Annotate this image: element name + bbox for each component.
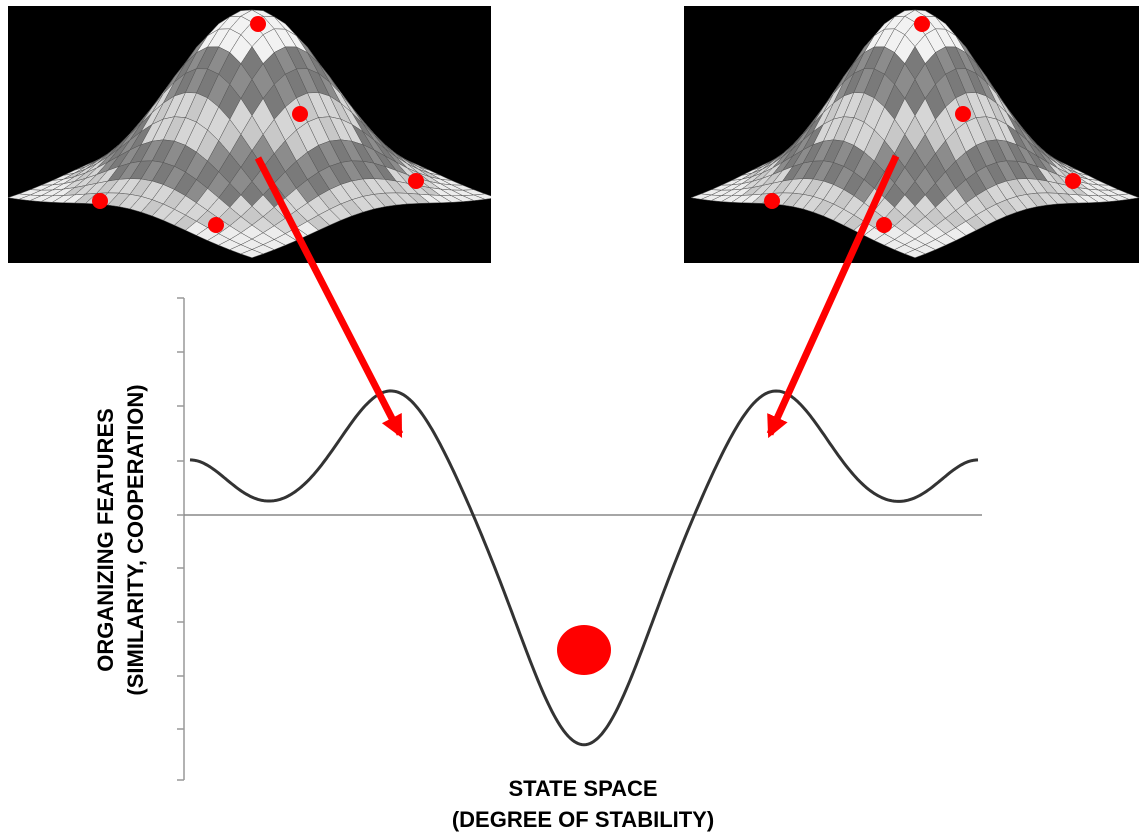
y-axis-label-line1: ORGANIZING FEATURES <box>93 408 118 672</box>
surface-ball <box>408 173 424 189</box>
x-axis-label-line1: STATE SPACE <box>508 776 657 801</box>
y-axis-ticks <box>177 298 184 780</box>
surface-ball <box>876 217 892 233</box>
surface-ball <box>208 217 224 233</box>
x-axis-label-line2: (DEGREE OF STABILITY) <box>452 807 714 832</box>
axes <box>177 298 982 780</box>
left-surface-inset <box>8 6 496 263</box>
y-axis-label: ORGANIZING FEATURES (SIMILARITY, COOPERA… <box>93 384 148 695</box>
right-surface-inset <box>684 6 1139 263</box>
surface-ball <box>292 106 308 122</box>
central-ball <box>557 625 611 675</box>
x-axis-label: STATE SPACE (DEGREE OF STABILITY) <box>452 776 714 832</box>
surface-ball <box>914 16 930 32</box>
surface-ball <box>764 193 780 209</box>
surface-ball <box>92 193 108 209</box>
landscape-curve <box>190 391 978 745</box>
surface-ball <box>250 16 266 32</box>
surface-ball <box>1065 173 1081 189</box>
surface-ball <box>955 106 971 122</box>
y-axis-label-line2: (SIMILARITY, COOPERATION) <box>123 384 148 695</box>
